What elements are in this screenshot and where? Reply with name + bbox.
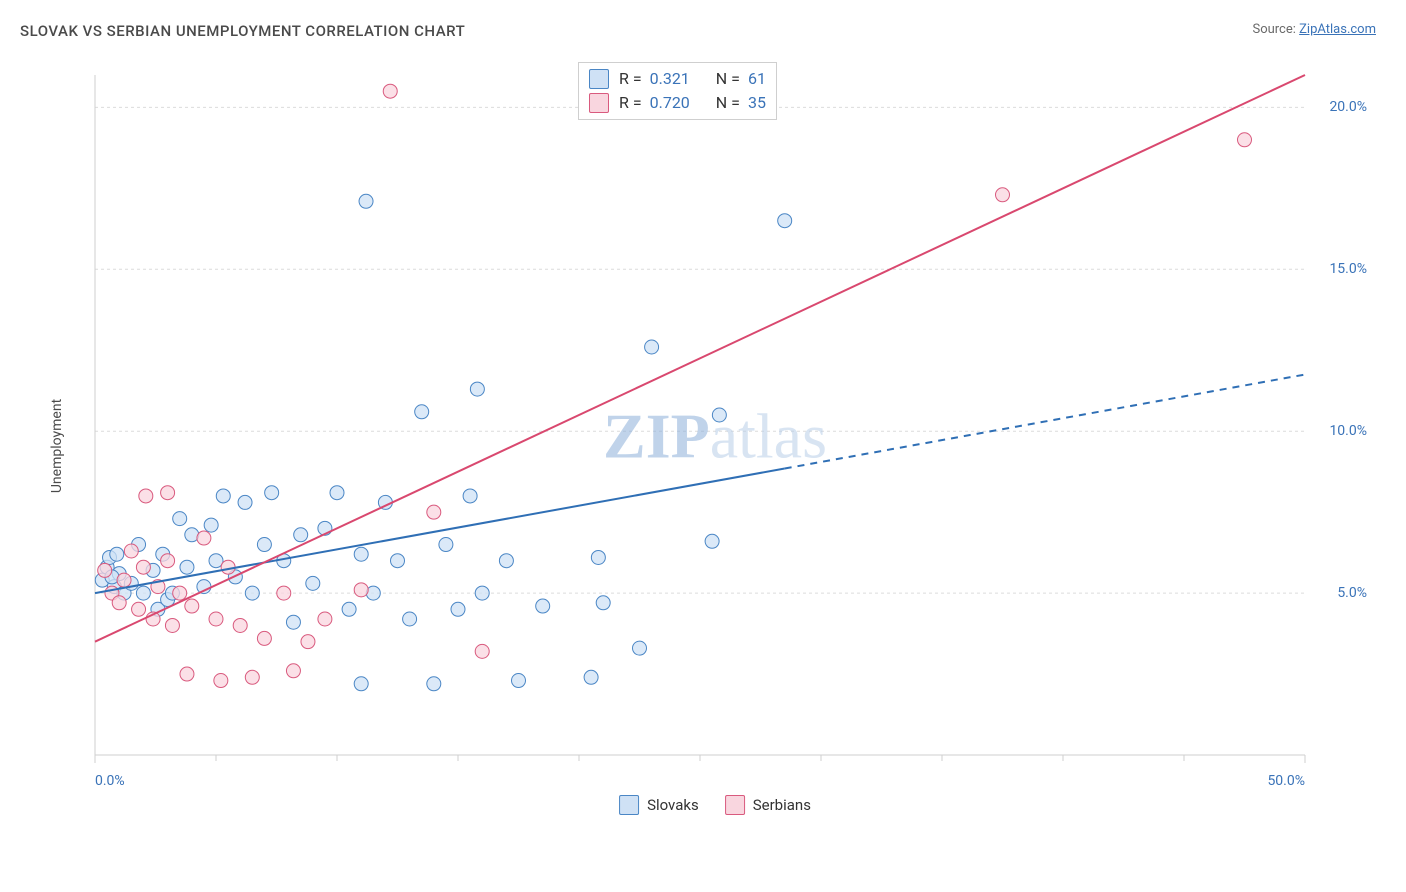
chart-svg xyxy=(55,55,1375,825)
stat-r-slovaks: 0.321 xyxy=(650,67,690,91)
stat-r-label-2: R = xyxy=(619,91,642,115)
legend-swatch-blue-icon xyxy=(619,795,639,815)
chart-title: SLOVAK VS SERBIAN UNEMPLOYMENT CORRELATI… xyxy=(20,22,465,40)
chart-container: SLOVAK VS SERBIAN UNEMPLOYMENT CORRELATI… xyxy=(0,0,1406,892)
swatch-pink-icon xyxy=(589,93,609,113)
swatch-blue-icon xyxy=(589,69,609,89)
legend-swatch-pink-icon xyxy=(725,795,745,815)
y-tick-label: 20.0% xyxy=(1329,99,1367,115)
source-attribution: Source: ZipAtlas.com xyxy=(1252,22,1376,37)
y-tick-label: 15.0% xyxy=(1329,261,1367,277)
legend-label-slovaks: Slovaks xyxy=(647,796,699,814)
x-tick-label: 50.0% xyxy=(1267,773,1305,789)
stats-box: R = 0.321 N = 61 R = 0.720 N = 35 xyxy=(578,62,777,120)
legend-item-slovaks: Slovaks xyxy=(619,795,699,815)
y-tick-label: 10.0% xyxy=(1329,423,1367,439)
stat-n-label-2: N = xyxy=(716,91,740,115)
source-link[interactable]: ZipAtlas.com xyxy=(1299,22,1376,37)
x-tick-label: 0.0% xyxy=(95,773,125,789)
stat-n-serbians: 35 xyxy=(748,91,766,115)
plot-area: ZIPatlas R = 0.321 N = 61 R = 0.720 N = … xyxy=(55,55,1375,825)
stats-row-serbians: R = 0.720 N = 35 xyxy=(589,91,766,115)
y-tick-label: 5.0% xyxy=(1337,585,1367,601)
stat-r-serbians: 0.720 xyxy=(650,91,690,115)
stat-r-label: R = xyxy=(619,67,642,91)
stats-row-slovaks: R = 0.321 N = 61 xyxy=(589,67,766,91)
legend-item-serbians: Serbians xyxy=(725,795,811,815)
legend: Slovaks Serbians xyxy=(619,795,811,815)
source-label: Source: xyxy=(1252,22,1299,37)
stat-n-label: N = xyxy=(716,67,740,91)
legend-label-serbians: Serbians xyxy=(753,796,811,814)
stat-n-slovaks: 61 xyxy=(748,67,766,91)
